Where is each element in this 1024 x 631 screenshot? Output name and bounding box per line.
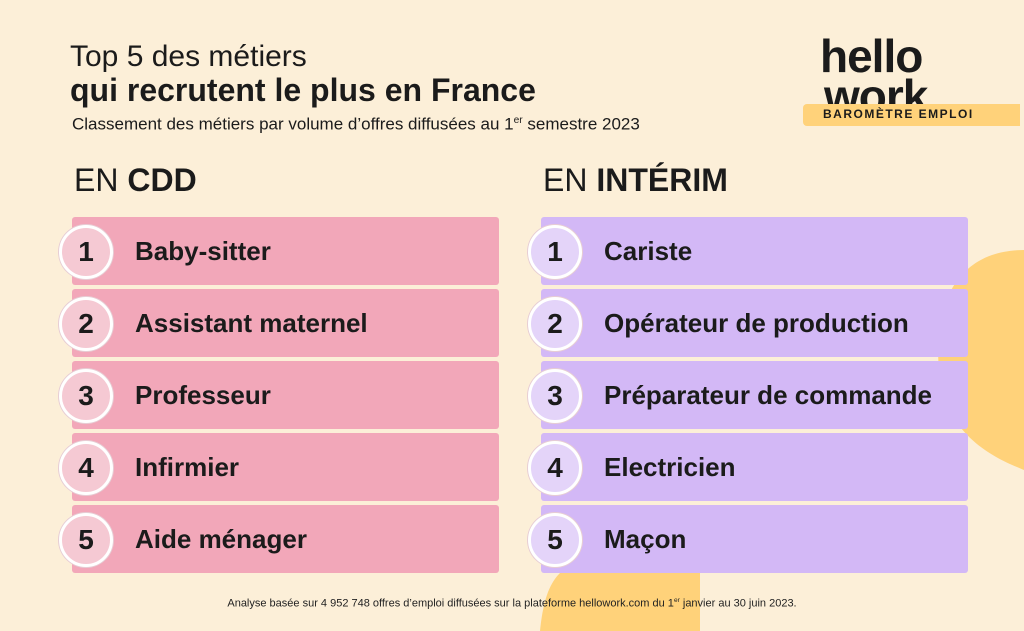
rank-badge: 1	[59, 225, 113, 279]
rank-badge: 2	[59, 297, 113, 351]
ranking-list-interim: 1 Cariste 2 Opérateur de production 3 Prépa…	[528, 217, 968, 577]
list-item: 5 Aide ménager	[59, 505, 499, 573]
job-label: Aide ménager	[135, 524, 307, 554]
rank-badge: 3	[59, 369, 113, 423]
rank-badge: 3	[528, 369, 582, 423]
rank-badge: 4	[528, 441, 582, 495]
job-label: Assistant maternel	[135, 308, 368, 338]
rank-badge: 5	[528, 513, 582, 567]
rank-badge: 5	[59, 513, 113, 567]
job-label: Préparateur de commande	[604, 380, 933, 410]
page-title: Top 5 des métiers	[70, 40, 307, 73]
rank-badge: 1	[528, 225, 582, 279]
list-item: 1 Baby-sitter	[59, 217, 499, 285]
logo-tag-band: BAROMÈTRE EMPLOI	[803, 104, 1020, 126]
column-heading-cdd: EN CDD	[74, 162, 197, 198]
job-label: Cariste	[604, 236, 693, 266]
footnote: Analyse basée sur 4 952 748 offres d’emp…	[227, 597, 797, 610]
column-heading-interim: EN INTÉRIM	[543, 162, 728, 198]
page-title-bold: qui recrutent le plus en France	[70, 72, 536, 108]
list-item: 3 Préparateur de commande	[528, 361, 968, 429]
logo-wordmark: hello work	[820, 30, 928, 122]
list-item: 2 Assistant maternel	[59, 289, 499, 357]
page-subtitle: Classement des métiers par volume d’offr…	[72, 114, 640, 134]
list-item: 2 Opérateur de production	[528, 289, 968, 357]
rank-badge: 4	[59, 441, 113, 495]
list-item: 3 Professeur	[59, 361, 499, 429]
job-label: Infirmier	[135, 452, 240, 482]
list-item: 1 Cariste	[528, 217, 968, 285]
list-item: 5 Maçon	[528, 505, 968, 573]
hellowork-logo: hello work BAROMÈTRE EMPLOI	[800, 30, 1020, 128]
list-item: 4 Infirmier	[59, 433, 499, 501]
ranking-list-cdd: 1 Baby-sitter 2 Assistant maternel 3 Profes…	[59, 217, 499, 577]
logo-tag: BAROMÈTRE EMPLOI	[823, 107, 974, 121]
job-label: Electricien	[604, 452, 736, 482]
job-label: Baby-sitter	[135, 236, 271, 266]
list-item: 4 Electricien	[528, 433, 968, 501]
rank-badge: 2	[528, 297, 582, 351]
job-label: Professeur	[135, 380, 271, 410]
job-label: Opérateur de production	[604, 308, 909, 338]
job-label: Maçon	[604, 524, 687, 554]
